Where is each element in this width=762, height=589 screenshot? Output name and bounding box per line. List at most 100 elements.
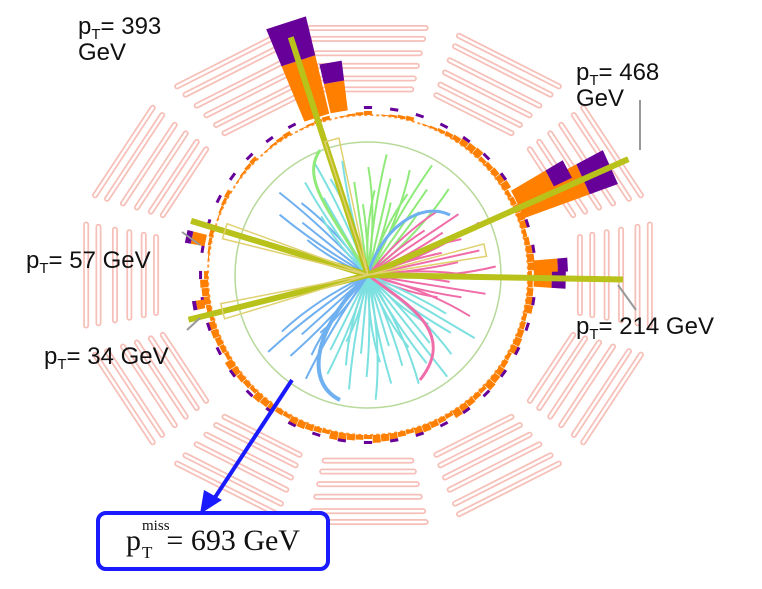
ecal-tower: [218, 205, 224, 214]
ecal-tower: [263, 147, 271, 154]
ecal-tower: [521, 312, 528, 322]
ecal-tower: [224, 189, 232, 199]
ecal-tower: [205, 304, 213, 314]
ecal-tower: [221, 197, 228, 206]
track: [367, 274, 420, 385]
ecal-tower: [216, 213, 221, 222]
ecal-tower: [363, 434, 373, 439]
ecal-tower: [478, 156, 487, 165]
ecal-tower: [458, 402, 470, 413]
ecal-tower: [429, 419, 440, 429]
hcal-tower: [245, 389, 254, 398]
ecal-tower: [363, 111, 373, 116]
track: [367, 274, 476, 339]
ecal-tower: [347, 113, 356, 117]
ecal-tower: [337, 432, 347, 441]
ecal-tower: [355, 434, 364, 440]
track: [367, 274, 404, 367]
ecal-tower: [511, 170, 554, 204]
leader-line: [181, 231, 201, 246]
ecal-tower: [372, 434, 381, 443]
jet-label-34: pT= 34 GeV: [44, 343, 169, 373]
hcal-tower: [206, 322, 212, 332]
ecal-tower: [500, 180, 512, 192]
muon-chamber-gap: [121, 123, 176, 205]
ecal-tower: [306, 122, 315, 128]
hcal-tower: [462, 135, 471, 144]
ecal-tower: [523, 236, 531, 246]
jet-cone: [221, 222, 369, 276]
hcal-tower: [215, 194, 222, 204]
ecal-tower: [239, 170, 247, 178]
muon-chamber-gap: [121, 345, 176, 427]
hcal-tower: [557, 257, 568, 272]
jet-label-57: pT= 57 GeV: [26, 247, 151, 277]
track: [367, 188, 428, 276]
ecal-tower: [389, 432, 398, 440]
ecal-tower: [380, 433, 390, 442]
muon-chamber-gap: [439, 423, 522, 467]
jet-cone: [323, 137, 369, 276]
ecal-tower: [249, 385, 258, 394]
ecal-tower: [200, 279, 209, 288]
hcal-tower: [415, 431, 425, 437]
hcal-tower: [389, 107, 399, 112]
muon-chamber-gap: [149, 140, 198, 213]
ecal-tower: [521, 228, 528, 238]
muon-chamber-gap: [93, 353, 154, 444]
ecal-tower: [495, 173, 506, 185]
ecal-tower: [484, 161, 494, 171]
muon-chamber-gap: [135, 132, 187, 209]
ecal-tower: [329, 430, 339, 441]
muon-chamber-gap: [582, 106, 643, 197]
muon-chamber-gap: [453, 454, 552, 505]
hcal-tower: [337, 438, 347, 443]
leader-line: [186, 317, 201, 331]
track: [320, 215, 369, 276]
ecal-tower: [489, 167, 500, 178]
muon-chamber-gap: [195, 59, 288, 107]
ecal-tower: [203, 296, 211, 305]
hcal-tower: [363, 106, 373, 110]
jet-axis: [367, 272, 624, 283]
track: [367, 209, 439, 276]
ecal-tower: [190, 231, 207, 247]
muon-chamber-gap: [448, 59, 541, 107]
track-curl: [316, 273, 370, 402]
muon-chamber-gap: [439, 83, 522, 127]
jet-axis: [190, 218, 369, 278]
hcal-tower: [482, 152, 491, 161]
ecal-tower: [533, 258, 558, 273]
hcal-tower: [531, 296, 536, 306]
ecal-tower: [484, 379, 496, 391]
muon-chamber-gap: [195, 443, 288, 491]
jet-axis: [366, 156, 630, 278]
ecal-tower: [304, 422, 315, 432]
ecal-tower: [451, 407, 463, 419]
hcal-tower: [499, 369, 508, 378]
ecal-tower: [518, 320, 527, 330]
track: [367, 274, 449, 378]
muon-chamber-gap: [560, 345, 615, 427]
muon-chamber-gap: [135, 341, 187, 418]
muon-chambers: [83, 25, 653, 525]
ecal-tower: [208, 228, 215, 238]
ecal-tower: [204, 270, 209, 280]
ecal-tower: [242, 379, 252, 389]
ecal-tower: [274, 407, 285, 416]
ecal-tower: [389, 114, 398, 118]
ecal-tower: [508, 196, 517, 206]
hcal-tower: [524, 218, 530, 228]
ecal-tower: [224, 351, 232, 361]
muon-chamber-gap: [93, 106, 154, 197]
hcal-tower: [439, 122, 449, 129]
hcal-tower: [319, 60, 345, 85]
met-arrow-head: [200, 490, 222, 514]
hcal-tower: [482, 389, 491, 398]
track: [304, 181, 369, 276]
ecal-tower: [504, 351, 512, 361]
hcal-tower: [311, 431, 321, 437]
ecal-tower: [282, 131, 292, 139]
hcal-tower: [524, 322, 530, 332]
hcal-tower: [363, 440, 373, 444]
